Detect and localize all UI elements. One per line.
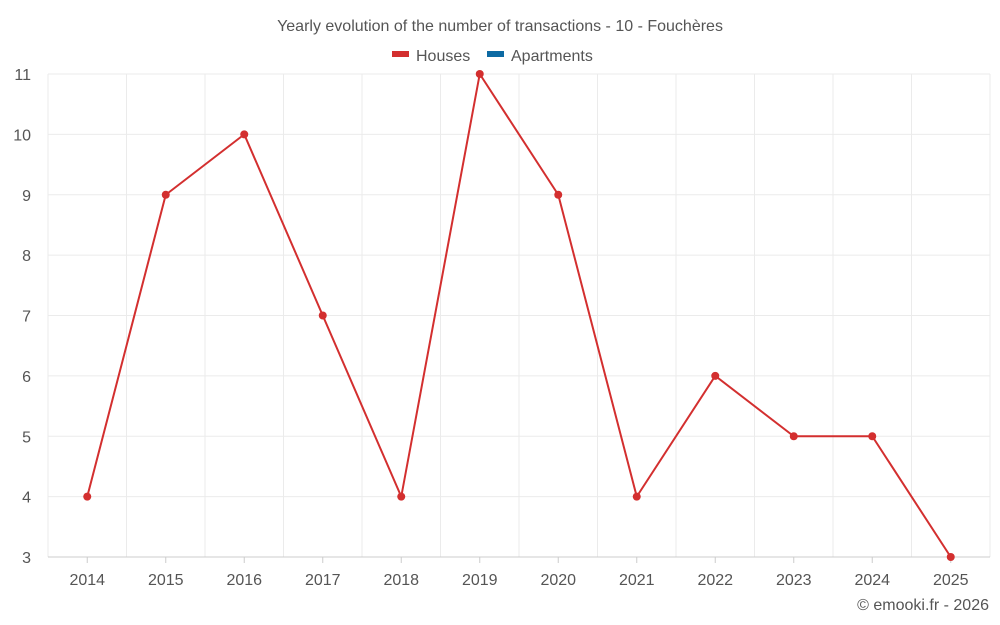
axes [48,556,990,563]
credit-text: © emooki.fr - 2026 [857,597,989,614]
y-tick-label: 8 [22,248,31,265]
y-tick-label: 10 [13,127,31,144]
legend-swatch-houses [392,51,409,57]
data-point-houses[interactable] [161,190,170,199]
x-tick-label: 2017 [305,572,341,589]
data-point-houses[interactable] [868,432,877,441]
legend-label-apartments: Apartments [511,48,593,65]
y-tick-label: 11 [14,67,31,84]
data-point-houses[interactable] [83,492,92,501]
x-tick-label: 2023 [776,572,812,589]
data-point-houses[interactable] [789,432,798,441]
y-axis-ticks: 3 4 5 6 7 8 9 10 11 [13,67,31,567]
x-tick-label: 2016 [226,572,262,589]
x-tick-label: 2018 [383,572,419,589]
data-point-houses[interactable] [711,371,720,380]
y-tick-label: 5 [22,429,31,446]
legend: Houses Apartments [392,48,593,65]
data-point-houses[interactable] [475,70,484,78]
y-tick-label: 7 [22,309,31,326]
data-point-houses[interactable] [554,190,563,199]
legend-item-houses[interactable]: Houses [392,48,470,65]
legend-swatch-apartments [487,51,504,57]
legend-item-apartments[interactable]: Apartments [487,48,593,65]
x-tick-label: 2021 [619,572,655,589]
series-houses [83,70,955,561]
x-tick-label: 2022 [697,572,733,589]
series-line-houses [86,73,952,558]
data-point-houses[interactable] [632,492,641,501]
data-point-houses[interactable] [397,492,406,501]
x-tick-label: 2015 [148,572,184,589]
x-tick-label: 2024 [854,572,890,589]
x-tick-label: 2014 [69,572,105,589]
y-tick-label: 3 [22,550,31,567]
legend-label-houses: Houses [416,48,470,65]
data-point-houses[interactable] [946,553,955,561]
y-tick-label: 4 [22,490,31,507]
x-tick-label: 2019 [462,572,498,589]
data-point-houses[interactable] [318,311,327,320]
gridlines [47,73,991,557]
x-axis-ticks: 2014 2015 2016 2017 2018 2019 2020 2021 2022 2023… [69,572,968,589]
chart-title: Yearly evolution of the number of transa… [277,18,723,35]
x-tick-label: 2020 [540,572,576,589]
y-tick-label: 9 [22,188,31,205]
data-point-houses[interactable] [240,130,249,139]
x-tick-label: 2025 [933,572,969,589]
y-tick-label: 6 [22,369,31,386]
